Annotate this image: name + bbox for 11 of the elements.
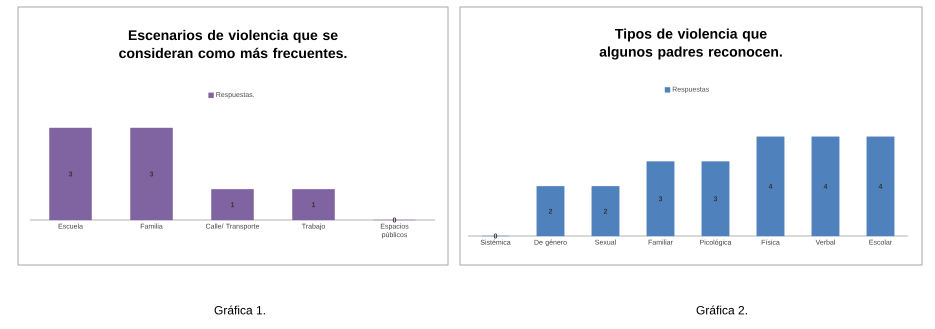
bar — [646, 161, 674, 236]
bar — [702, 161, 730, 236]
text: Gráfica 1. — [214, 306, 265, 314]
chart-title: Escenarios de violencia que se consideran como más frecuentes. — [119, 30, 346, 58]
bar — [866, 136, 894, 236]
bar — [536, 186, 564, 236]
bar — [756, 136, 784, 236]
chart-title: Tipos de violencia que algunos padres reconocen. — [600, 28, 782, 60]
bar — [592, 186, 620, 236]
bar — [812, 136, 840, 236]
text: Gráfica 2. — [696, 306, 747, 314]
